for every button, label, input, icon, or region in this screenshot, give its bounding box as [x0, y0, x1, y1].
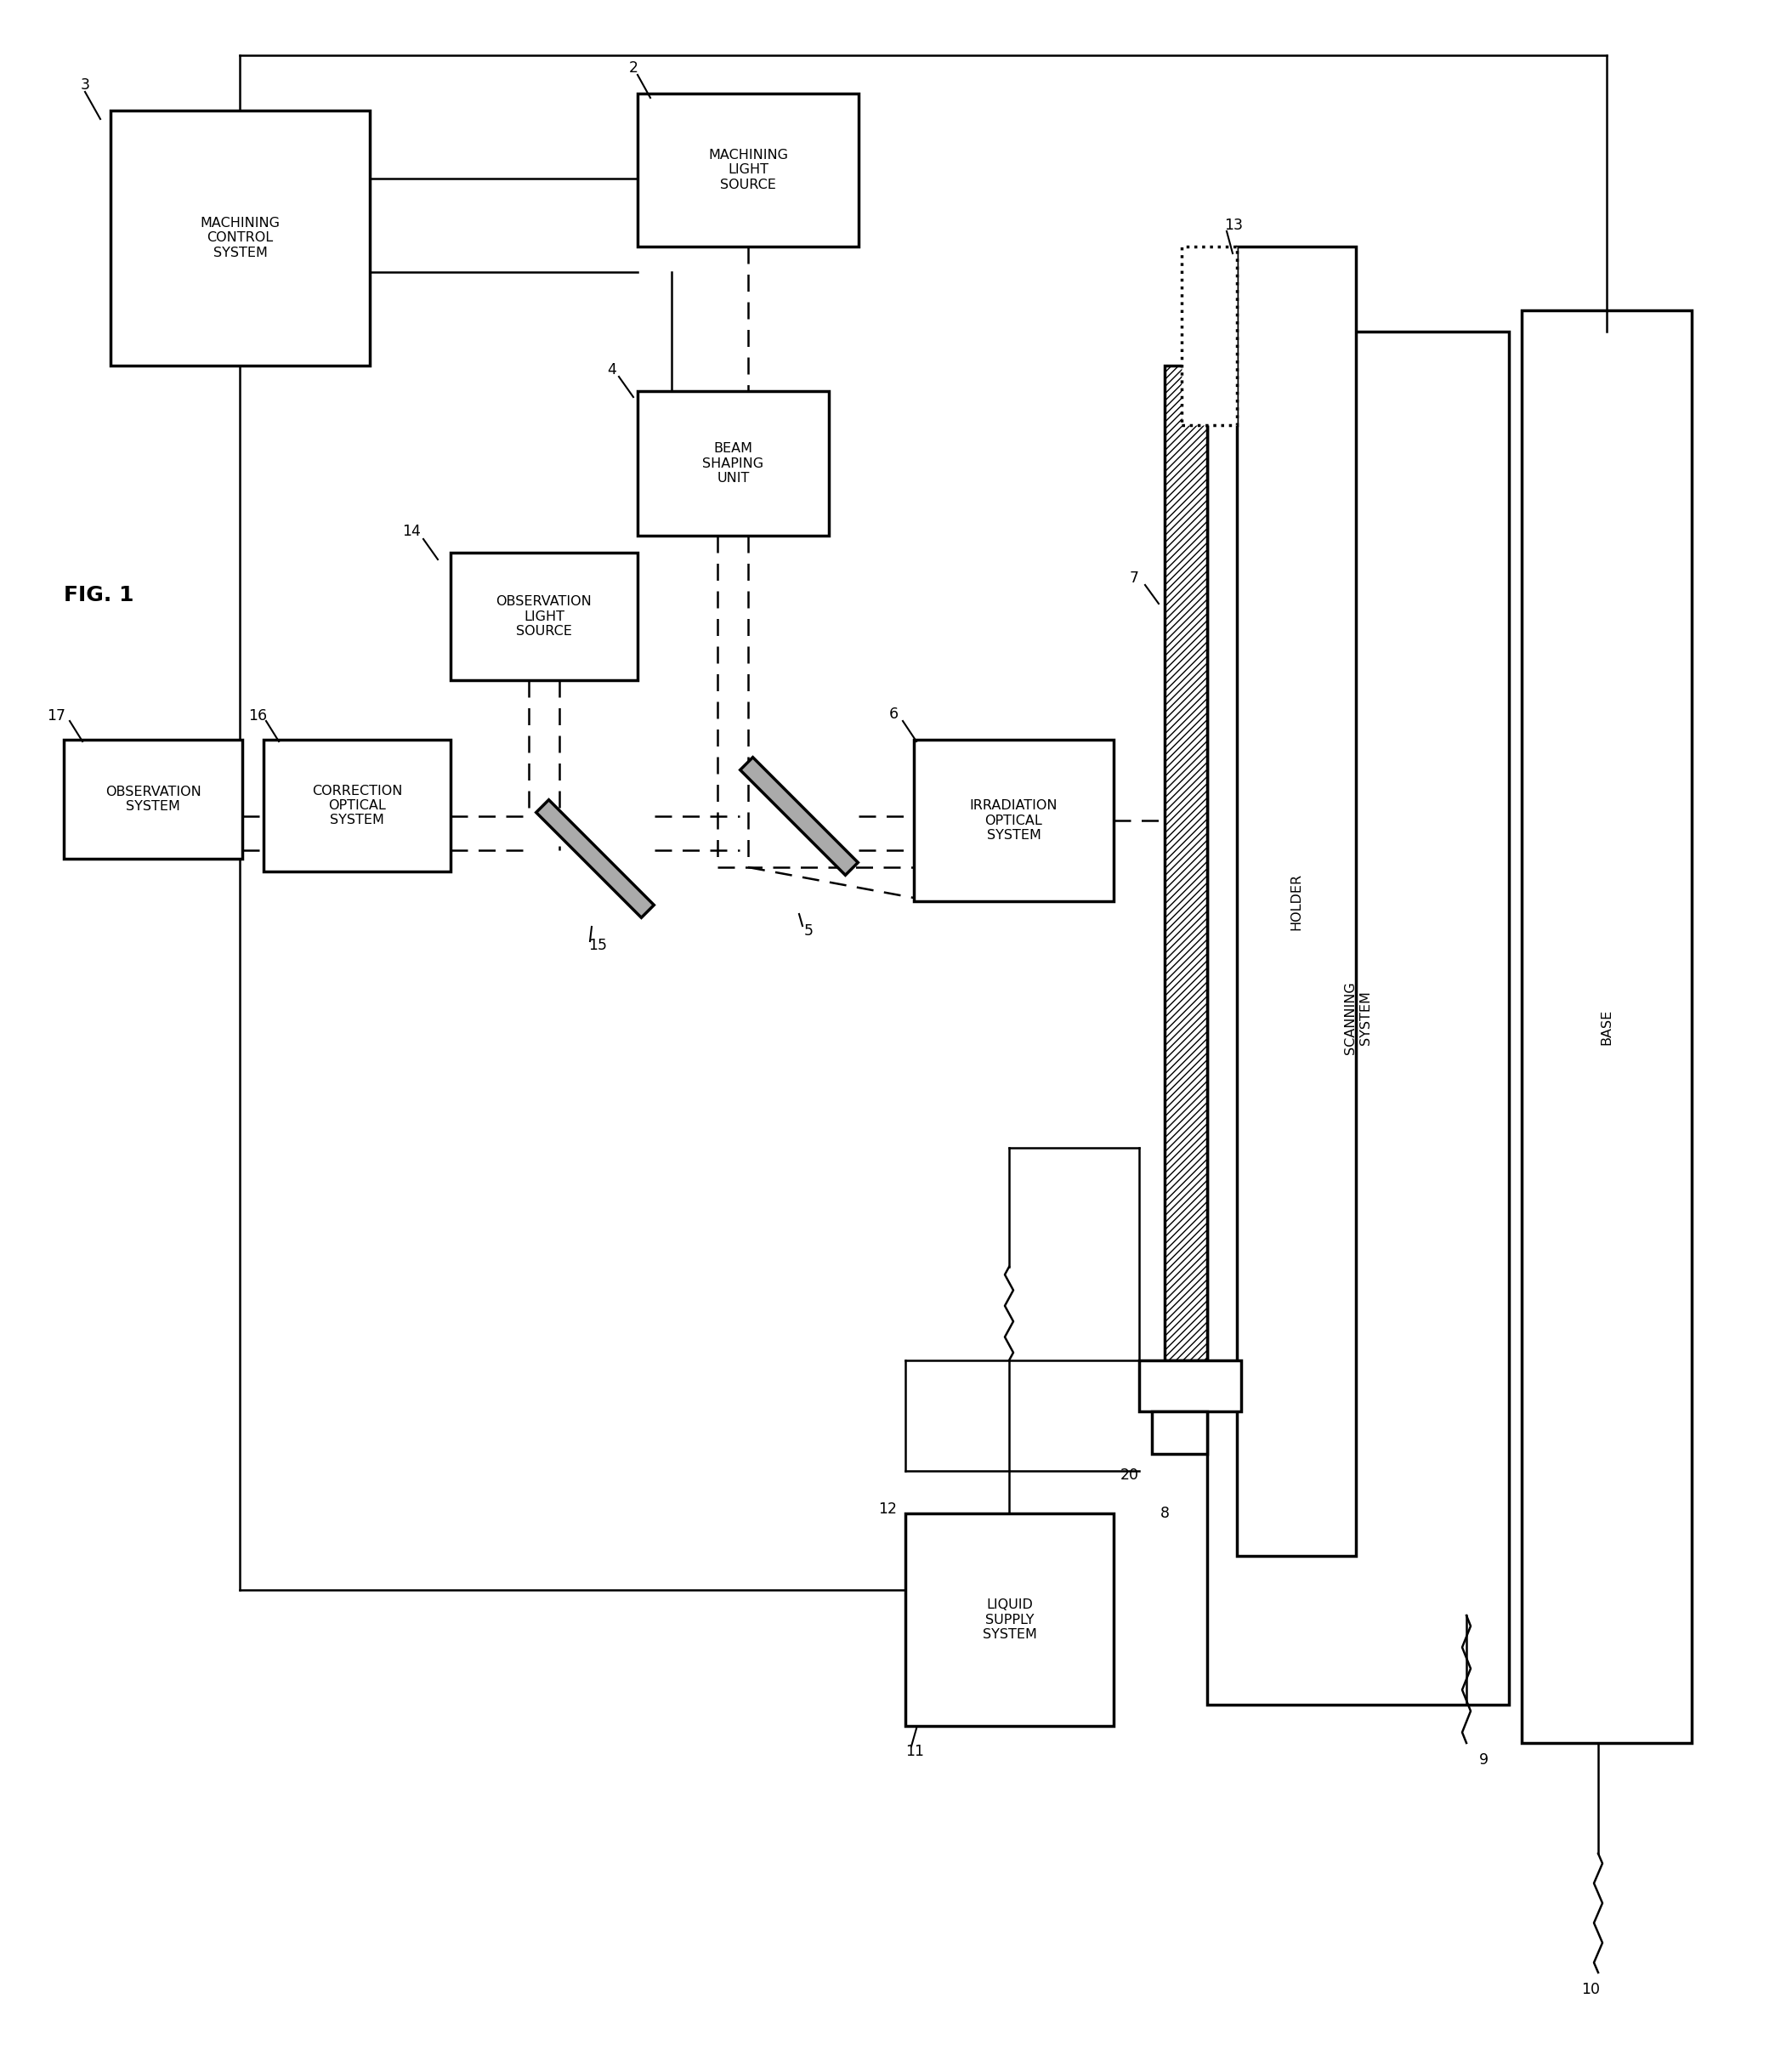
Bar [263, 740, 450, 871]
Bar [1521, 310, 1692, 1743]
Text: 15: 15 [588, 937, 607, 954]
Text: 17: 17 [47, 709, 66, 723]
Bar [111, 111, 369, 366]
Text: 4: 4 [607, 362, 616, 378]
Text: BASE: BASE [1600, 1009, 1613, 1044]
Text: 6: 6 [889, 707, 898, 721]
Bar [1165, 366, 1208, 1360]
Bar [914, 740, 1113, 902]
Polygon shape [740, 758, 858, 875]
Text: 13: 13 [1224, 218, 1244, 232]
Bar [638, 95, 858, 247]
Bar [1236, 247, 1357, 1556]
Text: 2: 2 [629, 60, 638, 76]
Text: HOLDER: HOLDER [1290, 873, 1303, 929]
Bar [1140, 1360, 1242, 1412]
Text: MACHINING
CONTROL
SYSTEM: MACHINING CONTROL SYSTEM [201, 218, 280, 259]
Text: 14: 14 [401, 524, 421, 538]
Text: CORRECTION
OPTICAL
SYSTEM: CORRECTION OPTICAL SYSTEM [312, 785, 401, 826]
Text: 16: 16 [249, 709, 267, 723]
Text: FIG. 1: FIG. 1 [65, 586, 134, 606]
Bar [1181, 247, 1236, 425]
Text: LIQUID
SUPPLY
SYSTEM: LIQUID SUPPLY SYSTEM [982, 1599, 1036, 1640]
Text: 10: 10 [1581, 1981, 1600, 1997]
Text: 20: 20 [1120, 1467, 1140, 1484]
Text: SCANNING
SYSTEM: SCANNING SYSTEM [1344, 982, 1373, 1054]
Text: 12: 12 [878, 1502, 896, 1517]
Text: 11: 11 [905, 1745, 925, 1759]
Polygon shape [536, 799, 654, 919]
Bar [1208, 331, 1509, 1706]
Bar [638, 390, 830, 536]
Text: OBSERVATION
SYSTEM: OBSERVATION SYSTEM [106, 785, 201, 814]
Text: BEAM
SHAPING
UNIT: BEAM SHAPING UNIT [702, 442, 763, 485]
Text: OBSERVATION
LIGHT
SOURCE: OBSERVATION LIGHT SOURCE [496, 596, 591, 637]
Bar [450, 553, 638, 680]
Text: 3: 3 [81, 78, 90, 92]
Text: 7: 7 [1129, 571, 1140, 586]
Text: IRRADIATION
OPTICAL
SYSTEM: IRRADIATION OPTICAL SYSTEM [969, 799, 1057, 843]
Bar [905, 1512, 1113, 1726]
Text: 9: 9 [1478, 1753, 1489, 1767]
Bar [1152, 1412, 1208, 1453]
Text: 8: 8 [1161, 1506, 1170, 1521]
Text: MACHINING
LIGHT
SOURCE: MACHINING LIGHT SOURCE [708, 148, 788, 191]
Text: 5: 5 [805, 923, 814, 939]
Bar [65, 740, 242, 859]
